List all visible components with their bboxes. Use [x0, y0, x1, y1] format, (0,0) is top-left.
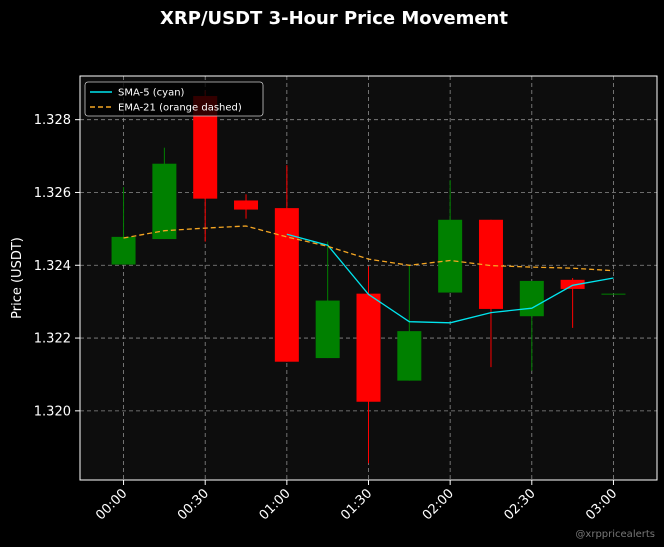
- y-tick-label: 1.324: [34, 259, 71, 274]
- candle: [274, 165, 299, 362]
- watermark: @xrppricealerts: [575, 529, 655, 540]
- candle-body: [397, 331, 422, 381]
- y-tick-label: 1.320: [34, 404, 71, 419]
- candle-body: [601, 293, 626, 295]
- candle: [601, 293, 626, 295]
- candle: [560, 278, 585, 328]
- candle-body: [519, 280, 544, 317]
- candle-body: [111, 236, 136, 265]
- candle-body: [234, 200, 259, 210]
- indicator-lines: [123, 225, 614, 324]
- y-tick-label: 1.328: [34, 113, 71, 128]
- candle: [356, 266, 381, 464]
- legend-label-ema: EMA-21 (orange dashed): [118, 103, 242, 114]
- y-axis-label: Price (USDT): [10, 237, 25, 319]
- chart-title: XRP/USDT 3-Hour Price Movement: [160, 8, 508, 29]
- candle: [478, 219, 503, 368]
- candle: [315, 241, 340, 359]
- candle: [234, 194, 259, 219]
- candle: [152, 147, 177, 240]
- candle: [111, 187, 136, 265]
- candle: [519, 280, 544, 371]
- candle-body: [438, 219, 463, 293]
- candlesticks: [111, 90, 626, 464]
- candle-body: [152, 163, 177, 240]
- candle-body: [315, 300, 340, 359]
- legend-label-sma: SMA-5 (cyan): [118, 88, 185, 99]
- candle-body: [274, 208, 299, 362]
- candle-body: [478, 219, 503, 309]
- candle: [397, 265, 422, 381]
- candle-body: [560, 279, 585, 289]
- candle: [438, 180, 463, 293]
- legend-box: [84, 81, 264, 117]
- candle-body: [356, 293, 381, 402]
- y-tick-label: 1.326: [34, 186, 71, 201]
- legend: SMA-5 (cyan) EMA-21 (orange dashed): [84, 81, 264, 117]
- sma-line: [286, 233, 614, 324]
- ema-line: [123, 225, 614, 272]
- y-tick-label: 1.322: [34, 332, 71, 347]
